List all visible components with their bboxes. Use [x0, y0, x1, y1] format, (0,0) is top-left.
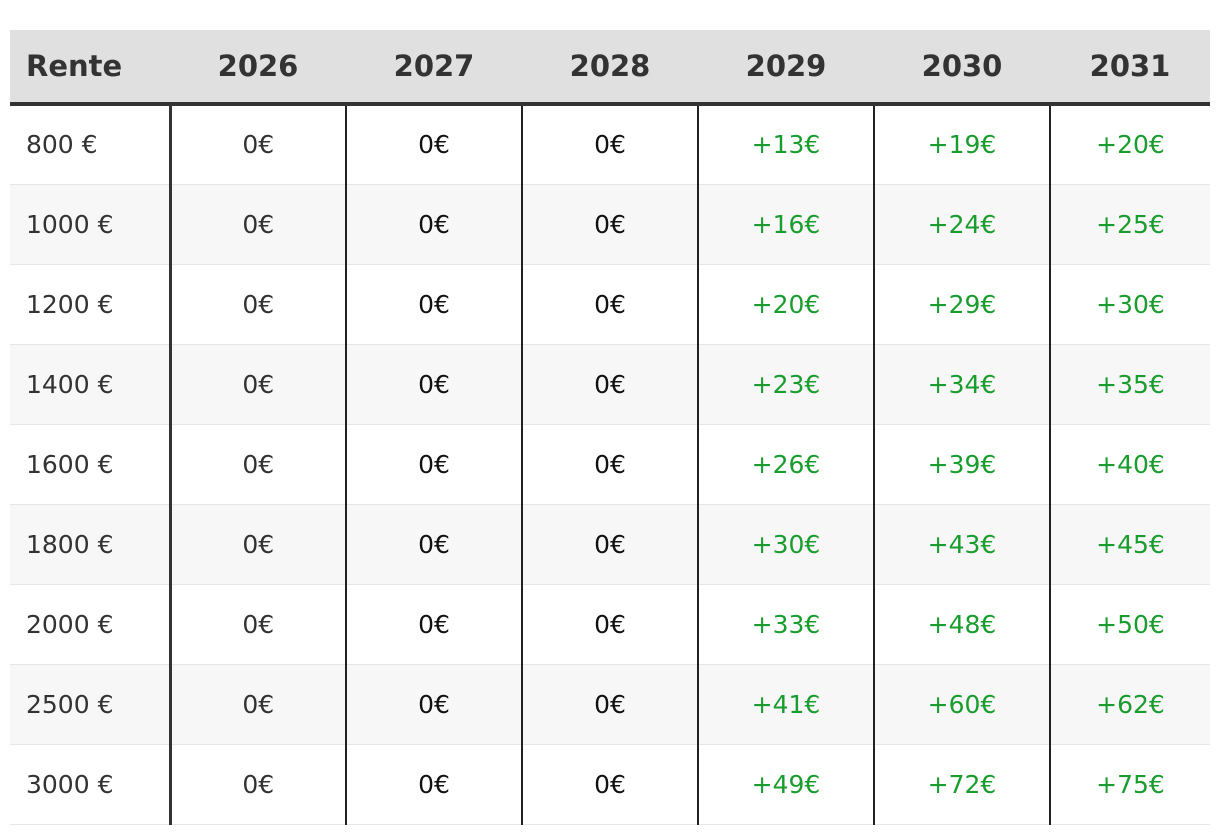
value-cell-2028: 0€ — [522, 664, 699, 745]
table-row: 2500 €0€ 0€ 0€ +41€ +60€ +62€ — [10, 664, 1210, 745]
rente-cell: 2500 € — [10, 664, 172, 745]
rente-cell: 1200 € — [10, 264, 172, 345]
header-year-2026: 2026 — [217, 49, 299, 83]
value-cell-2031: +50€ — [1050, 584, 1210, 665]
table-header: Rente 2026 2027 2028 2029 2030 2031 — [10, 30, 1210, 104]
value-cell-2028: 0€ — [522, 744, 699, 825]
table-row: 3000 €0€ 0€ 0€ +49€ +72€ +75€ — [10, 744, 1210, 825]
value-cell-2026: 0€ — [170, 344, 347, 425]
table-row: 1400 €0€ 0€ 0€ +23€ +34€ +35€ — [10, 344, 1210, 425]
value-cell-2030: +43€ — [874, 504, 1051, 585]
value-cell-2028: 0€ — [522, 344, 699, 425]
pension-increase-table: Rente 2026 2027 2028 2029 2030 2031 800 … — [10, 30, 1210, 825]
value-cell-2028: 0€ — [522, 264, 699, 345]
value-cell-2029: +30€ — [698, 504, 875, 585]
header-year-2029: 2029 — [745, 49, 827, 83]
value-cell-2026: 0€ — [170, 584, 347, 665]
value-cell-2029: +41€ — [698, 664, 875, 745]
header-year-2031: 2031 — [1089, 49, 1171, 83]
table-body: 800 €0€ 0€ 0€ +13€ +19€ +20€ 1000 €0€ 0€ 0€ +16€ +… — [10, 104, 1210, 825]
value-cell-2026: 0€ — [170, 504, 347, 585]
value-cell-2030: +60€ — [874, 664, 1051, 745]
value-cell-2029: +26€ — [698, 424, 875, 505]
value-cell-2027: 0€ — [346, 744, 523, 825]
value-cell-2031: +40€ — [1050, 424, 1210, 505]
value-cell-2027: 0€ — [346, 504, 523, 585]
value-cell-2027: 0€ — [346, 184, 523, 265]
value-cell-2030: +29€ — [874, 264, 1051, 345]
value-cell-2026: 0€ — [170, 664, 347, 745]
value-cell-2026: 0€ — [170, 104, 347, 185]
rente-cell: 2000 € — [10, 584, 172, 665]
value-cell-2031: +20€ — [1050, 104, 1210, 185]
value-cell-2028: 0€ — [522, 504, 699, 585]
value-cell-2031: +30€ — [1050, 264, 1210, 345]
table-row: 1200 €0€ 0€ 0€ +20€ +29€ +30€ — [10, 264, 1210, 345]
rente-cell: 3000 € — [10, 744, 172, 825]
table-row: 1000 €0€ 0€ 0€ +16€ +24€ +25€ — [10, 184, 1210, 265]
value-cell-2029: +16€ — [698, 184, 875, 265]
value-cell-2031: +35€ — [1050, 344, 1210, 425]
value-cell-2027: 0€ — [346, 104, 523, 185]
value-cell-2028: 0€ — [522, 584, 699, 665]
value-cell-2030: +39€ — [874, 424, 1051, 505]
value-cell-2027: 0€ — [346, 264, 523, 345]
value-cell-2031: +25€ — [1050, 184, 1210, 265]
value-cell-2026: 0€ — [170, 744, 347, 825]
value-cell-2026: 0€ — [170, 184, 347, 265]
value-cell-2029: +23€ — [698, 344, 875, 425]
value-cell-2031: +62€ — [1050, 664, 1210, 745]
header-row: Rente 2026 2027 2028 2029 2030 2031 — [10, 30, 1210, 104]
pension-increase-table-container: Rente 2026 2027 2028 2029 2030 2031 800 … — [10, 30, 1210, 825]
value-cell-2028: 0€ — [522, 104, 699, 185]
value-cell-2028: 0€ — [522, 424, 699, 505]
value-cell-2030: +48€ — [874, 584, 1051, 665]
rente-cell: 1000 € — [10, 184, 172, 265]
value-cell-2031: +75€ — [1050, 744, 1210, 825]
value-cell-2030: +72€ — [874, 744, 1051, 825]
value-cell-2031: +45€ — [1050, 504, 1210, 585]
value-cell-2027: 0€ — [346, 664, 523, 745]
value-cell-2026: 0€ — [170, 264, 347, 345]
rente-cell: 1600 € — [10, 424, 172, 505]
value-cell-2026: 0€ — [170, 424, 347, 505]
header-year-2030: 2030 — [921, 49, 1003, 83]
header-year-2027: 2027 — [393, 49, 475, 83]
value-cell-2029: +33€ — [698, 584, 875, 665]
value-cell-2029: +13€ — [698, 104, 875, 185]
header-year-2028: 2028 — [569, 49, 651, 83]
value-cell-2027: 0€ — [346, 584, 523, 665]
table-row: 2000 €0€ 0€ 0€ +33€ +48€ +50€ — [10, 584, 1210, 665]
value-cell-2027: 0€ — [346, 344, 523, 425]
table-row: 800 €0€ 0€ 0€ +13€ +19€ +20€ — [10, 104, 1210, 185]
value-cell-2029: +20€ — [698, 264, 875, 345]
value-cell-2029: +49€ — [698, 744, 875, 825]
value-cell-2030: +24€ — [874, 184, 1051, 265]
rente-cell: 800 € — [10, 104, 172, 185]
value-cell-2030: +34€ — [874, 344, 1051, 425]
value-cell-2027: 0€ — [346, 424, 523, 505]
header-rente: Rente — [26, 49, 123, 83]
value-cell-2030: +19€ — [874, 104, 1051, 185]
table-row: 1800 €0€ 0€ 0€ +30€ +43€ +45€ — [10, 504, 1210, 585]
rente-cell: 1400 € — [10, 344, 172, 425]
table-row: 1600 €0€ 0€ 0€ +26€ +39€ +40€ — [10, 424, 1210, 505]
rente-cell: 1800 € — [10, 504, 172, 585]
value-cell-2028: 0€ — [522, 184, 699, 265]
